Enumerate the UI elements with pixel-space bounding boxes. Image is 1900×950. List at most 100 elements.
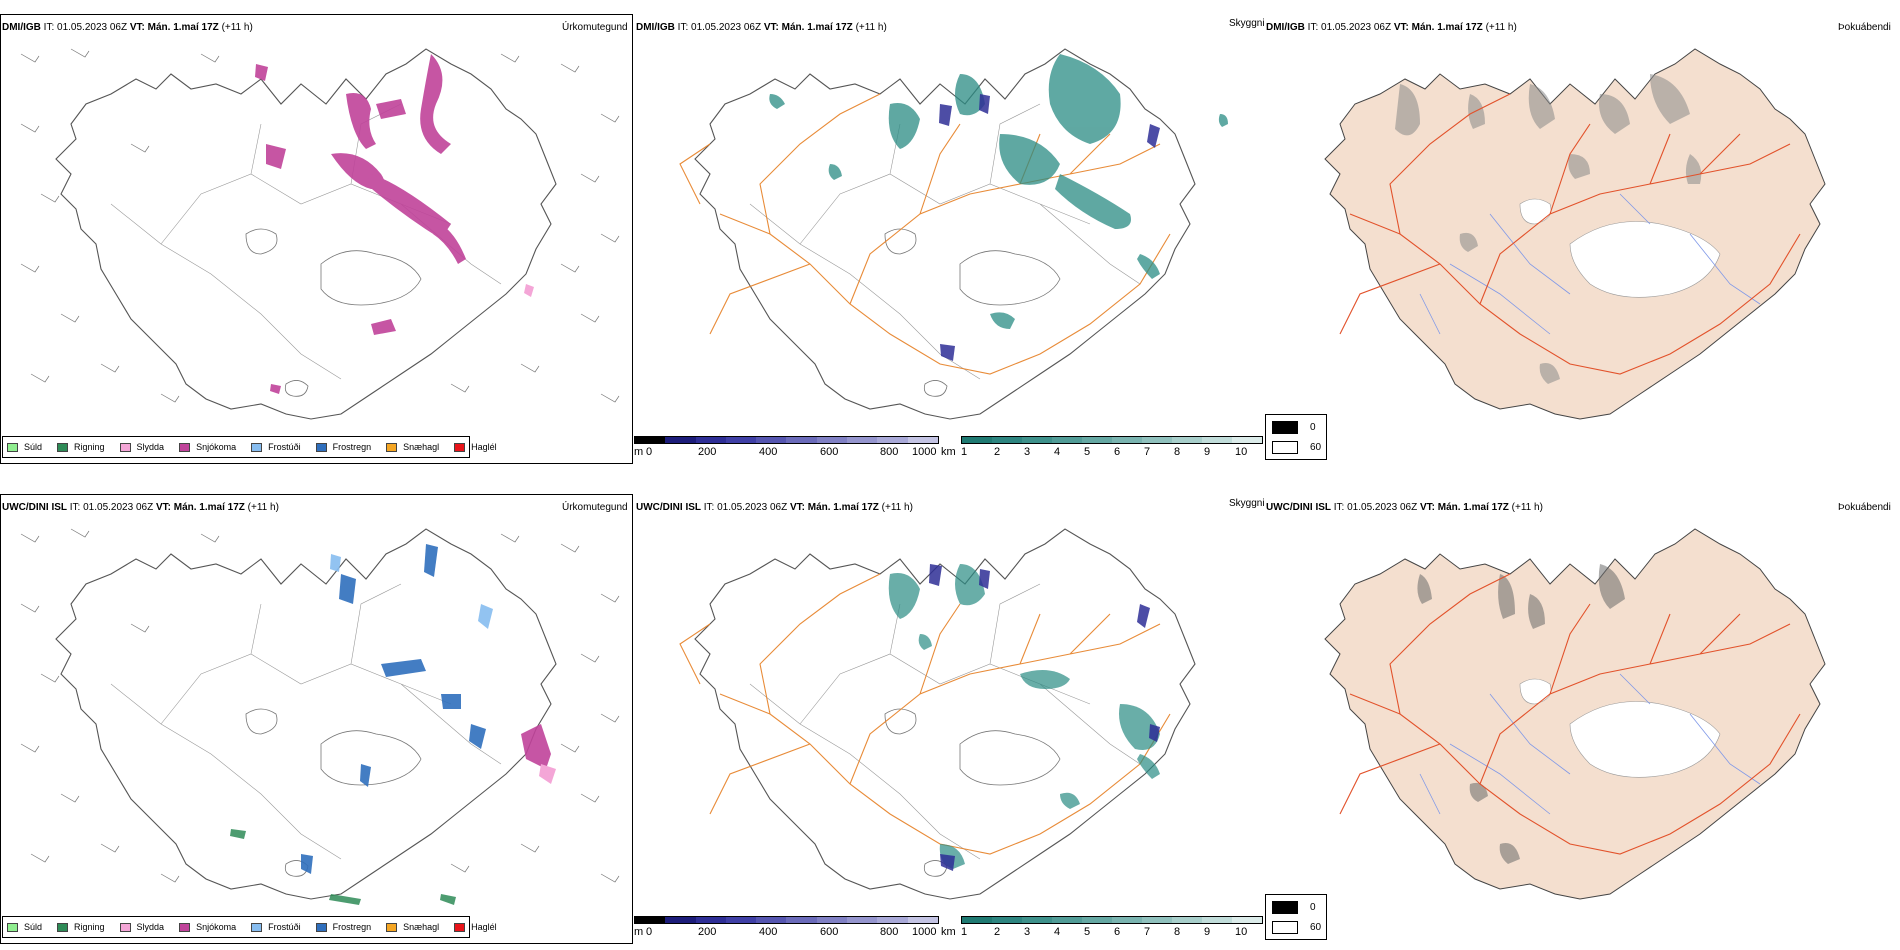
- colorbar-bin: [992, 917, 1022, 923]
- colorbar-tick: 6: [1114, 926, 1121, 938]
- colorbar-tick: 8: [1174, 926, 1181, 938]
- legend-swatch: [251, 442, 263, 452]
- legend-swatch: [315, 442, 327, 452]
- ceiling-colorbar-bottom: m 0 200 400 600 800 1000: [634, 916, 939, 942]
- legend-item: Frostúði: [251, 922, 301, 932]
- legend-item: Súld: [7, 442, 42, 452]
- colorbar-bin: [907, 437, 938, 443]
- legend-swatch: [119, 442, 131, 452]
- colorbar-bin: [877, 437, 908, 443]
- legend-swatch: [251, 922, 263, 932]
- map-header-bottom-cloud: UWC/DINI ISL IT: 01.05.2023 06Z VT: Mán.…: [636, 502, 913, 513]
- legend-swatch: [454, 442, 466, 452]
- fog-map-top[interactable]: [1270, 34, 1900, 429]
- fog-map-bottom[interactable]: [1270, 514, 1900, 909]
- legend-item: Snæhagl: [386, 922, 439, 932]
- colorbar-unit: m: [634, 926, 644, 938]
- colorbar-tick: 600: [820, 926, 839, 938]
- colorbar-bin: [1232, 917, 1262, 923]
- colorbar-tick: 7: [1144, 446, 1151, 458]
- colorbar-bin: [635, 437, 666, 443]
- colorbar-bin: [786, 437, 817, 443]
- freezing-areas: [301, 544, 493, 874]
- legend-swatch: [57, 922, 69, 932]
- colorbar-tick: 9: [1204, 446, 1211, 458]
- colorbar-bin: [1082, 917, 1112, 923]
- colorbar-tick: 3: [1024, 926, 1031, 938]
- precip-map-bottom[interactable]: [1, 514, 631, 909]
- fog-dense-areas: [1417, 564, 1625, 864]
- colorbar-bin: [1142, 917, 1172, 923]
- colorbar-bin: [756, 917, 787, 923]
- colorbar-bin: [816, 437, 848, 443]
- panel-title-cloud-top: Skyggni: [1229, 18, 1265, 29]
- colorbar-bin: [992, 437, 1022, 443]
- colorbar-bin: [962, 917, 992, 923]
- colorbar-tick: 1000: [912, 446, 937, 458]
- colorbar-bin: [695, 917, 726, 923]
- colorbar-tick: 1: [961, 446, 968, 458]
- colorbar-bin: [847, 917, 878, 923]
- colorbar-bin: [665, 917, 696, 923]
- colorbar-bin: [725, 437, 757, 443]
- visibility-areas: [769, 54, 1228, 329]
- colorbar-bin: [1052, 917, 1082, 923]
- colorbar-bin: [1172, 437, 1202, 443]
- legend-swatch: [386, 442, 398, 452]
- colorbar-tick: 8: [1174, 446, 1181, 458]
- colorbar-bin: [756, 437, 787, 443]
- colorbar-bin: [1202, 437, 1232, 443]
- colorbar-tick: 1: [961, 926, 968, 938]
- colorbar-unit: km: [941, 446, 956, 458]
- panel-title-fog-top: Þokuábendi: [1838, 22, 1891, 33]
- colorbar-bin: [816, 917, 848, 923]
- colorbar-tick: 4: [1054, 446, 1061, 458]
- road-network: [679, 573, 1171, 855]
- legend-item: Frostregn: [315, 922, 371, 932]
- panel-title-precip-top: Úrkomutegund: [562, 22, 628, 33]
- fog-legend-item: 0: [1272, 901, 1316, 914]
- fog-rivers: [1419, 673, 1761, 815]
- legend-item: Haglél: [454, 442, 497, 452]
- wind-barbs: [20, 528, 620, 883]
- legend-swatch: [57, 442, 69, 452]
- precip-map-frame-bottom: [0, 494, 633, 944]
- legend-swatch: [179, 922, 191, 932]
- panel-title-precip-bottom: Úrkomutegund: [562, 502, 628, 513]
- colorbar-bin: [962, 437, 992, 443]
- legend-swatch: [1272, 441, 1298, 454]
- colorbar-tick: 0: [646, 446, 653, 458]
- legend-item: Rigning: [57, 442, 105, 452]
- fog-legend-item: 0: [1272, 421, 1316, 434]
- cloud-map-top[interactable]: [640, 34, 1270, 429]
- colorbar-bin: [907, 917, 938, 923]
- legend-item: Slydda: [119, 442, 164, 452]
- snow-areas: [255, 54, 466, 394]
- precip-map-top[interactable]: [1, 34, 631, 429]
- colorbar-bin: [1112, 917, 1142, 923]
- legend-item: Frostregn: [315, 442, 371, 452]
- legend-swatch: [7, 442, 18, 452]
- glacier-white-area: [1569, 221, 1721, 298]
- map-header-top-cloud: DMI/IGB IT: 01.05.2023 06Z VT: Mán. 1.ma…: [636, 22, 887, 33]
- map-header-bottom-fog: UWC/DINI ISL IT: 01.05.2023 06Z VT: Mán.…: [1266, 502, 1543, 513]
- legend-item: Haglél: [454, 922, 497, 932]
- legend-swatch: [315, 922, 327, 932]
- colorbar-tick: 600: [820, 446, 839, 458]
- legend-item: Slydda: [119, 922, 164, 932]
- cloud-map-bottom[interactable]: [640, 514, 1270, 909]
- legend-item: Súld: [7, 922, 42, 932]
- ceiling-areas: [929, 564, 1160, 871]
- rain-areas: [230, 829, 456, 905]
- ceiling-colorbar-top: m 0 200 400 600 800 1000: [634, 436, 939, 462]
- fog-roads: [1339, 573, 1801, 855]
- snow-sleet-area: [521, 724, 551, 769]
- legend-swatch: [179, 442, 191, 452]
- legend-swatch: [7, 922, 18, 932]
- colorbar-unit: m: [634, 446, 644, 458]
- colorbar-tick: 7: [1144, 926, 1151, 938]
- colorbar-bin: [635, 917, 666, 923]
- colorbar-bin: [1022, 917, 1052, 923]
- wind-barbs: [20, 48, 620, 403]
- colorbar-tick: 0: [646, 926, 653, 938]
